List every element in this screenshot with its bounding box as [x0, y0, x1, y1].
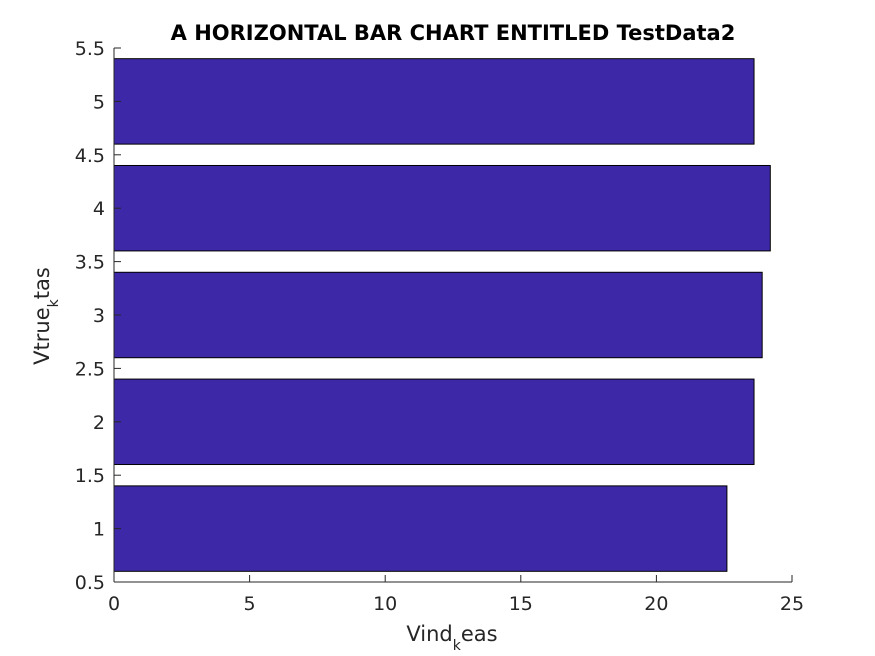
chart-title: A HORIZONTAL BAR CHART ENTITLED TestData…: [171, 21, 736, 45]
y-ticks-group: 0.5 1 1.5 2 2.5 3 3.5 4 4.5 5 5.5: [75, 38, 121, 594]
y-tick-label: 1.5: [75, 465, 105, 487]
x-tick-label: 5: [244, 593, 256, 615]
x-tick-label: 10: [373, 593, 397, 615]
y-tick-label: 2: [93, 412, 105, 434]
y-axis-label: Vtruektas: [30, 267, 62, 365]
y-tick-label: 1: [93, 519, 105, 541]
y-tick-label: 0.5: [75, 572, 105, 594]
y-tick-label: 4: [93, 198, 105, 220]
x-tick-label: 0: [108, 593, 120, 615]
x-axis-label-rest: eas: [461, 622, 498, 646]
y-tick-label: 3: [93, 305, 105, 327]
y-tick-label: 2.5: [75, 358, 105, 380]
bar-2: [113, 378, 755, 466]
x-tick-label: 20: [644, 593, 668, 615]
y-tick-label: 5.5: [75, 38, 105, 60]
y-axis-label-rest: tas: [30, 267, 54, 299]
x-axis-label: Vindkeas: [406, 622, 497, 654]
bar-5: [113, 58, 755, 145]
bars-group: [113, 58, 771, 572]
y-tick-label: 3.5: [75, 252, 105, 274]
y-tick-label: 4.5: [75, 145, 105, 167]
y-axis-label-subscript: k: [46, 298, 62, 307]
bar-1: [113, 485, 728, 572]
x-ticks-group: 0 5 10 15 20 25: [108, 575, 804, 615]
y-tick-label: 5: [93, 91, 105, 113]
bar-3: [113, 271, 763, 359]
x-axis-label-main: Vind: [406, 622, 452, 646]
bar-4: [113, 164, 771, 252]
x-tick-label: 25: [780, 593, 804, 615]
x-axis-label-subscript: k: [453, 638, 462, 654]
y-axis-label-main: Vtrue: [30, 307, 54, 364]
x-tick-label: 15: [509, 593, 533, 615]
